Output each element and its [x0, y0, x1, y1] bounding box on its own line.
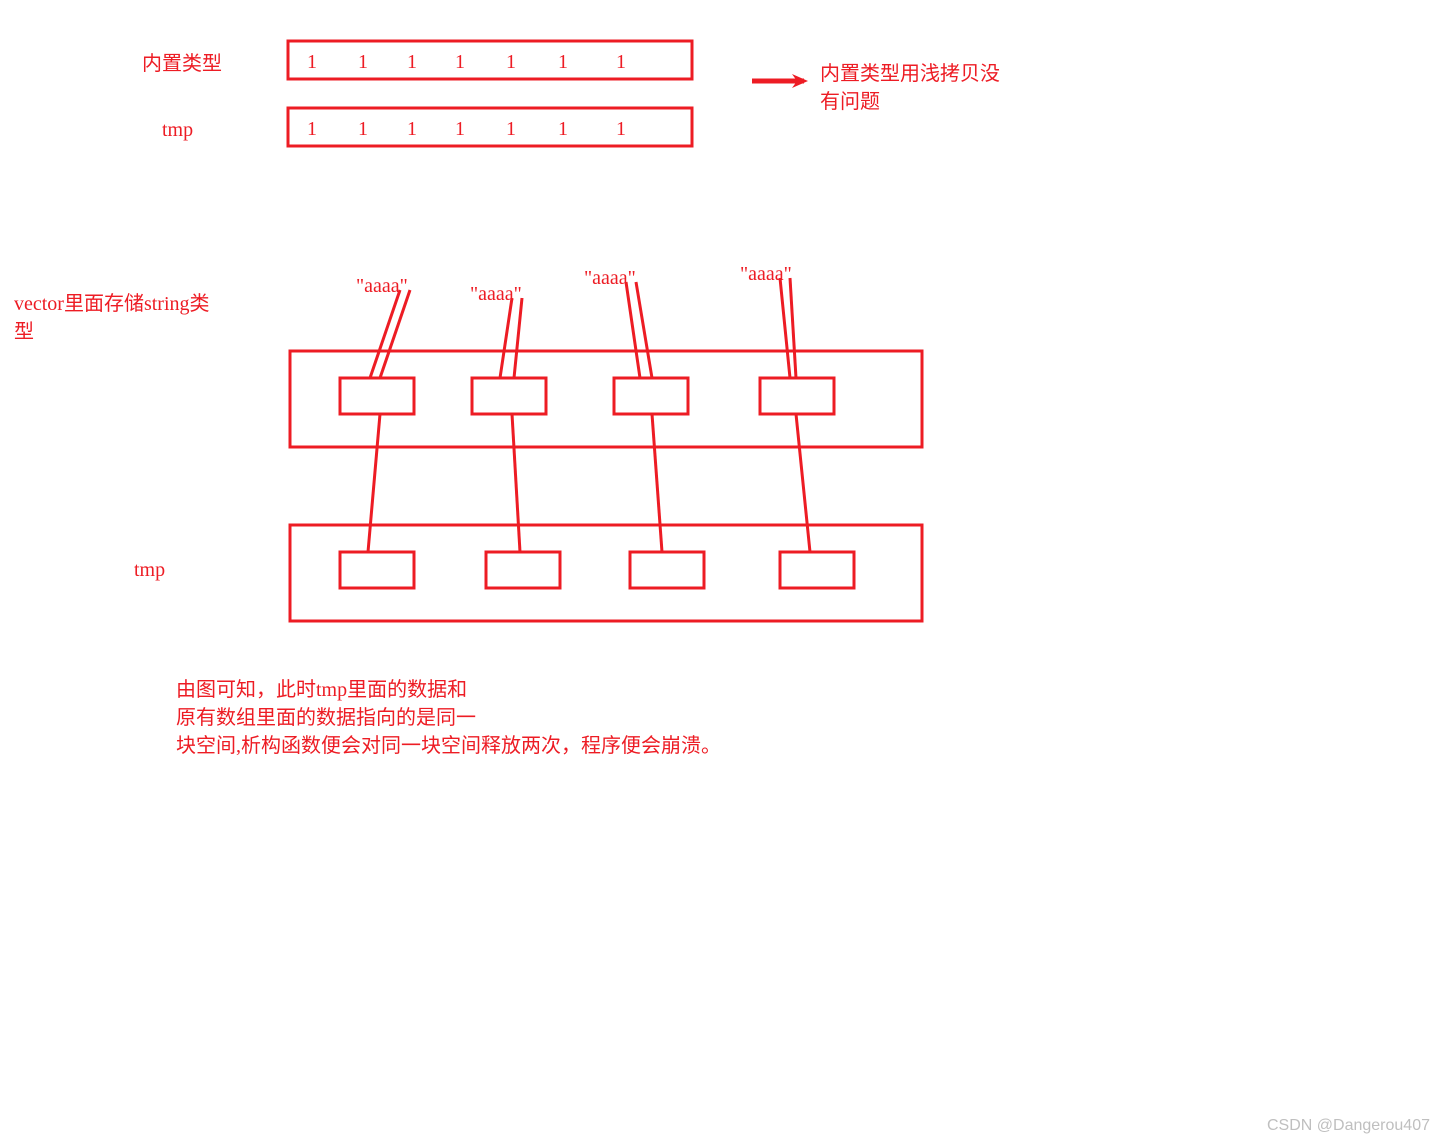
array-cell: 1 — [455, 118, 465, 141]
array-cell: 1 — [506, 51, 516, 74]
array-cell: 1 — [616, 51, 626, 74]
array-cell: 1 — [358, 51, 368, 74]
diagram-svg — [0, 0, 1442, 1145]
array-cell: 1 — [616, 118, 626, 141]
array-cell: 1 — [307, 51, 317, 74]
array-cell: 1 — [558, 118, 568, 141]
shallow-copy-note: 内置类型用浅拷贝没 有问题 — [820, 60, 1000, 116]
string-literal-label: "aaaa" — [584, 264, 636, 292]
string-literal-label: "aaaa" — [470, 280, 522, 308]
array-cell: 1 — [407, 51, 417, 74]
array-cell: 1 — [506, 118, 516, 141]
tmp-label-bottom: tmp — [134, 556, 165, 584]
string-literal-label: "aaaa" — [740, 260, 792, 288]
array-cell: 1 — [558, 51, 568, 74]
string-literal-label: "aaaa" — [356, 272, 408, 300]
array-cell: 1 — [455, 51, 465, 74]
tmp-label-top: tmp — [162, 116, 193, 144]
array-cell: 1 — [358, 118, 368, 141]
vector-string-title: vector里面存储string类 型 — [14, 290, 210, 346]
array-cell: 1 — [407, 118, 417, 141]
builtin-type-label: 内置类型 — [142, 50, 222, 78]
diagram-stage: 内置类型 tmp 内置类型用浅拷贝没 有问题 1 1 1 1 1 1 1 1 1 1 1 1 1 1 v… — [0, 0, 1442, 1145]
array-cell: 1 — [307, 118, 317, 141]
csdn-watermark: CSDN @Dangerou407 — [1267, 1117, 1430, 1135]
explanation-text: 由图可知，此时tmp里面的数据和 原有数组里面的数据指向的是同一 块空间,析构函… — [176, 676, 721, 760]
